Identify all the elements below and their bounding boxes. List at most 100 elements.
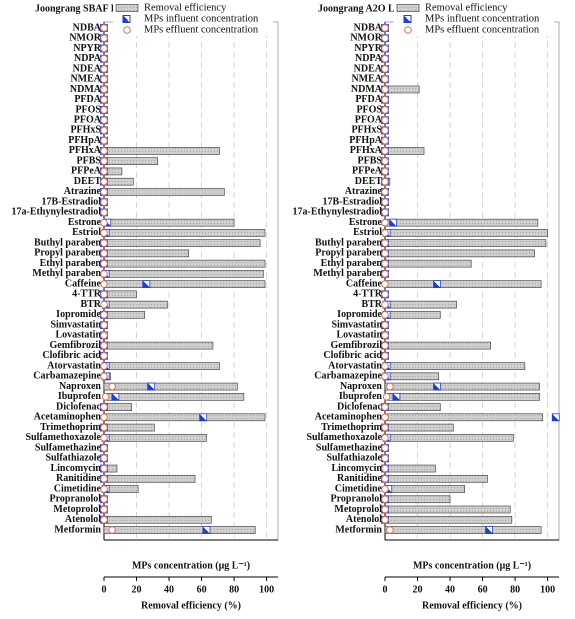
effluent-marker bbox=[381, 136, 389, 145]
effluent-marker bbox=[100, 362, 108, 370]
effluent-marker bbox=[381, 505, 389, 514]
legend-label: MPs influent concentration bbox=[425, 13, 540, 24]
legend-swatch bbox=[396, 4, 420, 12]
effluent-marker bbox=[381, 362, 389, 370]
effluent-marker bbox=[381, 464, 389, 473]
bar bbox=[103, 474, 196, 483]
category-label: Atrazine bbox=[64, 186, 102, 197]
legend-label: MPs effluent concentration bbox=[144, 24, 259, 35]
bar bbox=[384, 300, 457, 309]
bar bbox=[384, 423, 454, 432]
bar bbox=[384, 526, 542, 534]
x-tick-label: 80 bbox=[229, 584, 239, 595]
bar bbox=[384, 280, 542, 288]
legend-label: Removal efficiency bbox=[144, 2, 227, 13]
effluent-marker bbox=[100, 239, 108, 247]
category-label: NMOR bbox=[69, 33, 101, 44]
effluent-marker bbox=[108, 382, 116, 391]
effluent-marker bbox=[100, 515, 108, 524]
category-label: Iopromide bbox=[337, 309, 382, 320]
category-label: Ranitidine bbox=[337, 473, 383, 484]
effluent-marker bbox=[100, 65, 108, 73]
category-label: PFDA bbox=[355, 94, 382, 105]
category-label: Metoprolol bbox=[53, 504, 101, 515]
effluent-marker bbox=[381, 495, 389, 504]
legend-swatch bbox=[403, 15, 412, 23]
effluent-marker bbox=[100, 188, 108, 196]
category-label: Methyl paraben bbox=[313, 268, 382, 279]
effluent-marker bbox=[381, 454, 389, 463]
bar bbox=[103, 393, 245, 401]
bar bbox=[384, 495, 451, 504]
effluent-marker bbox=[100, 218, 108, 227]
category-label: 4-TTR bbox=[72, 289, 102, 300]
effluent-marker bbox=[386, 382, 394, 391]
x-tick-label: 20 bbox=[132, 584, 142, 595]
x-tick-label: 60 bbox=[478, 584, 488, 595]
effluent-marker bbox=[100, 106, 108, 114]
category-label: NDBA bbox=[354, 22, 383, 33]
category-label: Trimethoprim bbox=[321, 422, 383, 433]
legend-swatch bbox=[122, 15, 131, 23]
bar bbox=[103, 515, 212, 524]
bar bbox=[103, 382, 238, 391]
x-tick-label: 0 bbox=[102, 584, 107, 595]
legend-label: MPs effluent concentration bbox=[425, 24, 540, 35]
bar bbox=[384, 393, 540, 401]
effluent-marker bbox=[381, 280, 389, 288]
bar bbox=[384, 485, 465, 493]
effluent-marker bbox=[381, 54, 389, 63]
effluent-marker bbox=[381, 44, 389, 53]
x2-axis-label: MPs concentration (μg L⁻¹) bbox=[413, 560, 531, 571]
effluent-marker bbox=[381, 126, 389, 135]
bar bbox=[103, 311, 145, 319]
bar bbox=[103, 423, 155, 432]
bar bbox=[103, 433, 207, 442]
bar bbox=[103, 239, 261, 247]
bar bbox=[103, 362, 220, 370]
x-tick-label: 40 bbox=[164, 584, 174, 595]
category-label: 4-TTR bbox=[353, 289, 383, 300]
effluent-marker bbox=[381, 311, 389, 319]
category-label: Lincomycin bbox=[331, 463, 382, 474]
bar bbox=[384, 382, 540, 391]
category-label: Atrazine bbox=[345, 186, 383, 197]
effluent-marker bbox=[381, 157, 389, 165]
category-label: Metoprolol bbox=[334, 504, 382, 515]
effluent-marker bbox=[100, 331, 108, 340]
category-label: Estriol bbox=[72, 227, 101, 238]
effluent-marker bbox=[381, 229, 389, 237]
category-label: NDEA bbox=[73, 63, 102, 74]
effluent-marker bbox=[100, 311, 108, 319]
effluent-marker bbox=[381, 177, 389, 186]
effluent-marker bbox=[381, 167, 389, 176]
bar bbox=[103, 403, 132, 411]
x-tick-label: 0 bbox=[383, 584, 388, 595]
category-label: NDBA bbox=[73, 22, 102, 33]
effluent-marker bbox=[381, 188, 389, 196]
category-label: Atorvastatin bbox=[47, 360, 101, 371]
category-label: Gemfibrozil bbox=[50, 340, 102, 351]
effluent-marker bbox=[381, 270, 389, 278]
effluent-marker bbox=[381, 331, 389, 340]
effluent-marker bbox=[381, 208, 389, 217]
category-label: Metformin bbox=[335, 524, 382, 535]
effluent-marker bbox=[100, 485, 108, 493]
effluent-marker bbox=[381, 341, 389, 350]
category-label: NDPA bbox=[355, 53, 383, 64]
category-label: 17a-Ethynylestradiol bbox=[293, 207, 383, 218]
category-label: Clofibric acid bbox=[42, 350, 101, 361]
category-label: PFOS bbox=[75, 104, 101, 115]
category-label: Atenolol bbox=[65, 514, 101, 525]
effluent-marker bbox=[381, 106, 389, 114]
effluent-marker bbox=[100, 126, 108, 135]
bar bbox=[384, 85, 420, 94]
category-label: PFHpA bbox=[68, 135, 102, 146]
effluent-marker bbox=[381, 413, 389, 422]
category-label: Cimetidine bbox=[335, 483, 383, 494]
legend-label: Removal efficiency bbox=[425, 2, 508, 13]
effluent-marker bbox=[100, 177, 108, 186]
influent-marker bbox=[199, 413, 208, 422]
x-tick-label: 100 bbox=[259, 584, 274, 595]
bar bbox=[384, 311, 441, 319]
